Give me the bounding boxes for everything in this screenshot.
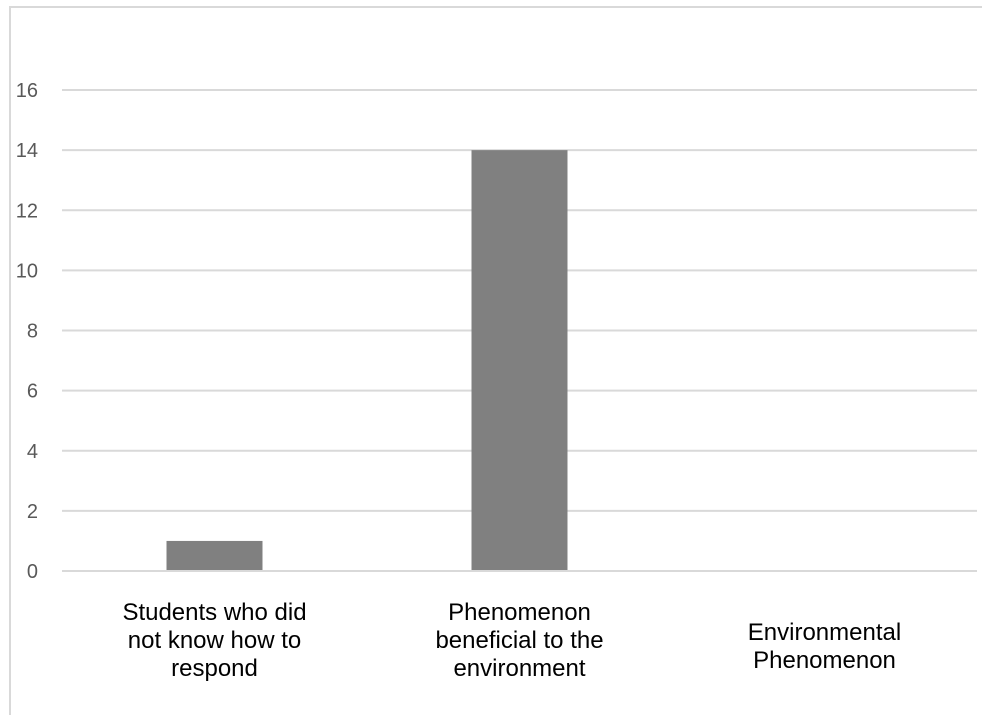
x-category-label: Phenomenon (448, 599, 591, 626)
y-axis-ticks: 0 2 4 6 8 10 12 14 16 (16, 80, 38, 583)
x-category-label: not know how to (128, 627, 301, 654)
y-tick-label: 10 (16, 260, 38, 282)
y-tick-label: 2 (27, 501, 38, 523)
x-category-label: Students who did (122, 599, 306, 626)
x-category-label: respond (171, 655, 258, 682)
bar (471, 150, 568, 571)
chart-frame (9, 6, 982, 715)
x-category-label: Environmental (748, 619, 901, 646)
x-category-label: Phenomenon (753, 647, 896, 674)
y-tick-label: 8 (27, 321, 38, 343)
bar (166, 540, 263, 571)
x-category-label: beneficial to the (435, 627, 603, 654)
x-category-label: environment (453, 655, 585, 682)
y-tick-label: 4 (27, 441, 38, 463)
y-tick-label: 6 (27, 381, 38, 403)
y-tick-label: 16 (16, 80, 38, 102)
bars (166, 150, 568, 571)
y-tick-label: 14 (16, 140, 38, 162)
y-tick-label: 12 (16, 200, 38, 222)
y-tick-label: 0 (27, 561, 38, 583)
